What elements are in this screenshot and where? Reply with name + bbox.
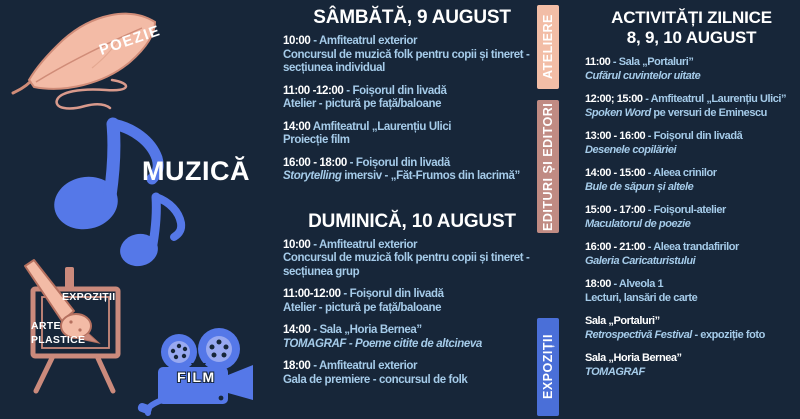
event-description: TOMAGRAF - Poeme citite de altcineva [283,337,482,350]
schedule-item: 11:00-12:00 - Foișorul din livadă Atelier… [283,288,541,315]
event-time: 16:00 - 18:00 [283,156,347,169]
muzica-label: MUZICĂ [142,156,250,186]
event-time: 15:00 - 17:00 [585,204,646,216]
daily-title: ACTIVITĂȚI ZILNICE 8, 9, 10 AUGUST [585,8,798,48]
ink-flourish-icon [55,78,128,110]
event-description: Maculatorul de poezie [585,217,691,230]
sunday-items: 10:00 - Amfiteatrul exterior Concursul de… [283,239,541,388]
side-label-expozitii: EXPOZIȚII [537,318,559,416]
event-time: 14:00 [283,324,311,336]
event-place: - Aleea crinilor [645,167,717,179]
event-time: 11:00 [585,56,611,68]
event-place: - Foișorul din livadă [343,84,447,97]
event-time: 14:00 - 15:00 [585,167,646,179]
daily-items: 11:00 - Sala „Portaluri” Cufărul cuvintel… [585,56,798,379]
side-label-ateliere: ATELIERE [537,5,559,89]
feather-quill-icon [11,12,157,110]
daily-title-line2: 8, 9, 10 AUGUST [626,28,757,47]
event-time: 16:00 - 21:00 [585,241,646,253]
event-time: 11:00-12:00 [283,288,341,300]
event-time: Sala „Horia Bernea” [585,352,682,364]
schedule-item: 16:00 - 18:00 - Foișorul din livadă Story… [283,157,541,184]
schedule-item: 12:00; 15:00 - Amfiteatrul „Laurențiu Ul… [585,93,798,120]
daily-title-line1: ACTIVITĂȚI ZILNICE [611,8,772,27]
event-time: Sala „Portaluri” [585,315,660,327]
schedule-item: 14:00 Amfiteatrul „Laurențiu Ulici Proiec… [283,121,541,148]
event-description: Atelier - pictură pe față/baloane [283,98,442,110]
event-description: Gala de premiere - concursul de folk [283,373,468,386]
event-time: 10:00 [283,35,311,47]
weekend-schedule-column: SÂMBĂTĂ, 9 AUGUST 10:00 - Amfiteatrul ex… [283,6,541,396]
easel-expozitii-label: EXPOZIȚII [62,291,116,303]
event-time: 18:00 [585,278,611,290]
paintbrush-icon [24,259,101,344]
schedule-item: 16:00 - 21:00 - Aleea trandafirilor Galer… [585,241,798,268]
schedule-item: Sala „Portaluri” Retrospectivă Festival -… [585,315,798,342]
event-place: - Foișorul-atelier [645,204,727,216]
event-time: 18:00 [283,360,311,372]
schedule-item: 10:00 - Amfiteatrul exterior Concursul de… [283,239,541,280]
event-description: Storytelling imersiv - „Făt-Frumos din l… [283,170,520,182]
event-place: - Amfiteatrul exterior [310,360,418,372]
event-place: - Amfiteatrul exterior [310,238,418,251]
sunday-title: DUMINICĂ, 10 AUGUST [308,210,516,232]
event-description: Spoken Word pe versuri de Eminescu [585,106,767,119]
event-description: Retrospectivă Festival - expoziție foto [585,328,765,341]
event-place: - Foișorul din livadă [346,156,451,169]
event-time: 14:00 [283,120,311,133]
schedule-item: 13:00 - 16:00 - Foișorul din livadă Desen… [585,130,798,157]
event-place: - Sala „Horia Bernea” [310,324,422,336]
schedule-item: Sala „Horia Bernea” TOMAGRAF [585,352,798,379]
event-description: Proiecție film [283,134,350,146]
schedule-item: 14:00 - Sala „Horia Bernea” TOMAGRAF - Po… [283,324,541,351]
schedule-item: 11:00 -12:00 - Foișorul din livadă Atelie… [283,85,541,112]
event-place: - Alveola 1 [610,278,664,290]
event-time: 12:00; 15:00 [585,93,643,105]
event-description: Bule de săpun și altele [585,180,694,193]
side-label-edituri-si-editori: EDITURI ȘI EDITORI [537,100,559,233]
decor-illustrations [11,12,253,416]
schedule-item: 18:00 - Alveola 1 Lecturi, lansări de car… [585,278,798,305]
daily-activities-column: ACTIVITĂȚI ZILNICE 8, 9, 10 AUGUST 11:00… [585,8,798,389]
event-description: Atelier - pictură pe față/baloane [283,301,442,314]
event-description: Cufărul cuvintelor uitate [585,69,701,82]
film-camera-icon [137,328,253,416]
event-place: - Amfiteatrul exterior [310,35,418,47]
schedule-item: 14:00 - 15:00 - Aleea crinilor Bule de să… [585,167,798,194]
event-place: - Amfiteatrul „Laurențiu Ulici” [642,93,787,105]
event-place: - Foișorul din livadă [645,130,743,142]
event-description: Desenele copilăriei [585,143,677,156]
event-time: 11:00 -12:00 [283,84,344,97]
event-time: 10:00 [283,238,311,251]
schedule-item: 18:00 - Amfiteatrul exterior Gala de prem… [283,360,541,387]
schedule-item: 10:00 - Amfiteatrul exterior Concursul de… [283,35,541,76]
event-place: - Foișorul din livadă [340,288,444,300]
saturday-items: 10:00 - Amfiteatrul exterior Concursul de… [283,35,541,184]
event-description: Lecturi, lansări de carte [585,291,698,304]
event-description: Concursul de muzică folk pentru copii și… [283,48,530,75]
film-label: FILM [177,369,216,385]
event-place: - Sala „Portaluri” [610,56,694,68]
easel-plastice-label: PLASTICE [31,334,86,346]
event-place: Amfiteatrul „Laurențiu Ulici [310,120,452,133]
event-time: 13:00 - 16:00 [585,130,646,142]
easel-arte-label: ARTE [31,320,61,332]
event-description: Galeria Caricaturistului [585,254,696,267]
easel-icon [24,259,121,394]
event-place: - Aleea trandafirilor [645,241,739,253]
schedule-item: 15:00 - 17:00 - Foișorul-atelier Maculato… [585,204,798,231]
saturday-title: SÂMBĂTĂ, 9 AUGUST [313,7,511,28]
event-description: Concursul de muzică folk pentru copii și… [283,252,530,278]
music-notes-icon [54,117,186,267]
event-description: TOMAGRAF [585,365,645,378]
schedule-item: 11:00 - Sala „Portaluri” Cufărul cuvintel… [585,56,798,83]
